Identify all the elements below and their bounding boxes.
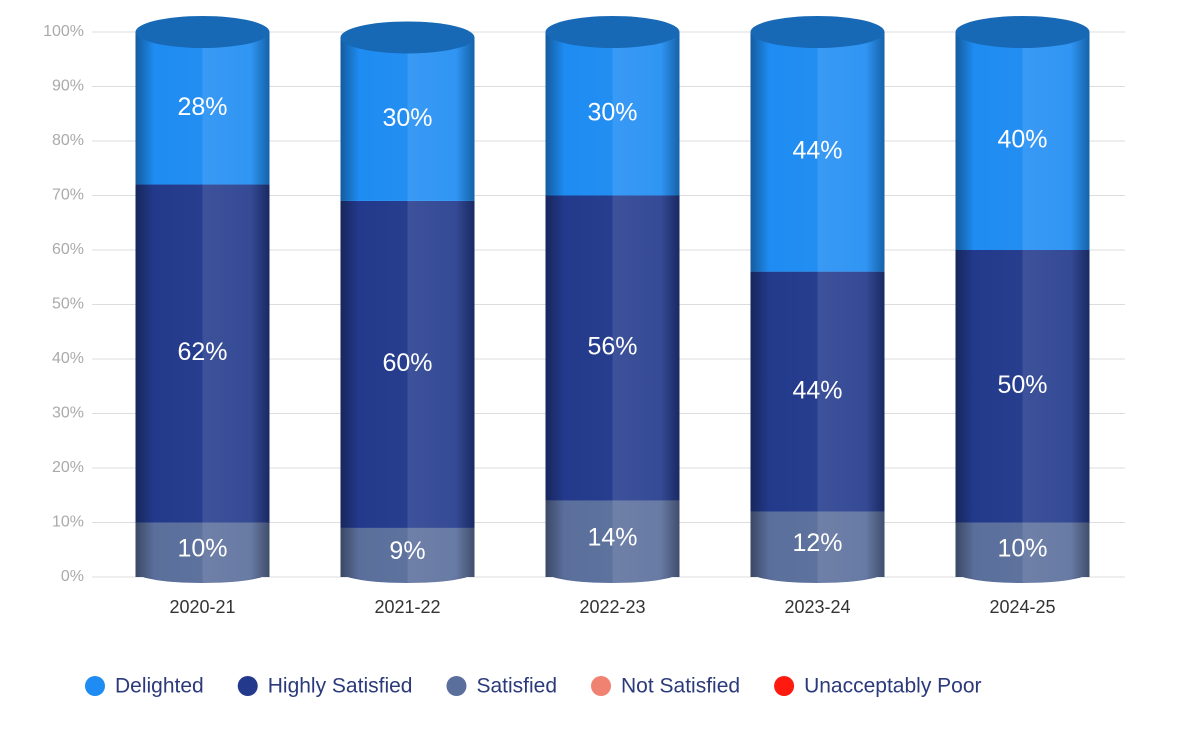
bar-segment [750, 271, 885, 512]
value-label: 12% [792, 529, 842, 557]
y-tick-label: 40% [52, 350, 84, 367]
value-label: 9% [389, 537, 425, 565]
y-tick-label: 80% [52, 132, 84, 149]
segment-edge [340, 527, 475, 539]
value-label: 10% [177, 534, 227, 562]
y-tick-label: 100% [43, 23, 84, 40]
value-label: 30% [587, 98, 637, 126]
bar-segment [545, 500, 680, 577]
x-tick-label: 2022-23 [579, 597, 645, 617]
value-label: 60% [382, 349, 432, 377]
segment-edge [135, 184, 270, 196]
y-tick-label: 0% [61, 568, 84, 585]
y-tick-label: 30% [52, 405, 84, 422]
x-tick-label: 2020-21 [169, 597, 235, 617]
x-tick-label: 2024-25 [989, 597, 1055, 617]
x-tick-label: 2023-24 [784, 597, 850, 617]
legend-swatch [774, 676, 795, 696]
segment-edge [545, 500, 680, 512]
segment-edge [955, 522, 1090, 534]
value-label: 44% [792, 376, 842, 404]
bar-segment [545, 195, 680, 501]
x-tick-label: 2021-22 [374, 597, 440, 617]
y-tick-label: 90% [52, 78, 84, 95]
bar-segment [135, 32, 270, 185]
value-label: 62% [177, 338, 227, 366]
legend-label: Highly Satisfied [268, 675, 413, 698]
segment-edge [750, 271, 885, 283]
value-label: 14% [587, 523, 637, 551]
bar-segment [135, 184, 270, 523]
legend-label: Unacceptably Poor [804, 675, 981, 698]
bar-cap [340, 21, 475, 54]
bar-segment [340, 200, 475, 528]
legend-swatch [237, 676, 258, 696]
bar-segment [545, 32, 680, 196]
segment-edge [135, 522, 270, 534]
value-label: 30% [382, 104, 432, 132]
legend-swatch [446, 676, 467, 696]
legend-label: Delighted [115, 675, 204, 698]
value-label: 56% [587, 333, 637, 361]
y-tick-label: 70% [52, 187, 84, 204]
bar-cap [545, 16, 680, 48]
bar-segment [340, 37, 475, 201]
bar-segment [955, 250, 1090, 523]
y-tick-label: 60% [52, 241, 84, 258]
segment-edge [545, 195, 680, 207]
legend-swatch [591, 676, 612, 696]
y-tick-label: 20% [52, 459, 84, 476]
legend-label: Not Satisfied [621, 675, 740, 698]
segment-edge [955, 250, 1090, 261]
value-label: 44% [792, 137, 842, 165]
y-tick-label: 50% [52, 296, 84, 313]
bar-segment [955, 32, 1090, 250]
bar-cap [135, 16, 270, 48]
legend-swatch [85, 676, 105, 696]
segment-edge [750, 511, 885, 523]
value-label: 50% [997, 371, 1047, 399]
value-label: 28% [177, 93, 227, 121]
segment-edge [340, 200, 475, 212]
bar-cap [955, 16, 1090, 48]
value-label: 10% [997, 534, 1047, 562]
legend-label: Satisfied [476, 675, 557, 698]
value-label: 40% [997, 126, 1047, 154]
bar-segment [750, 32, 885, 272]
bar-cap [750, 16, 885, 48]
y-tick-label: 10% [52, 514, 84, 531]
